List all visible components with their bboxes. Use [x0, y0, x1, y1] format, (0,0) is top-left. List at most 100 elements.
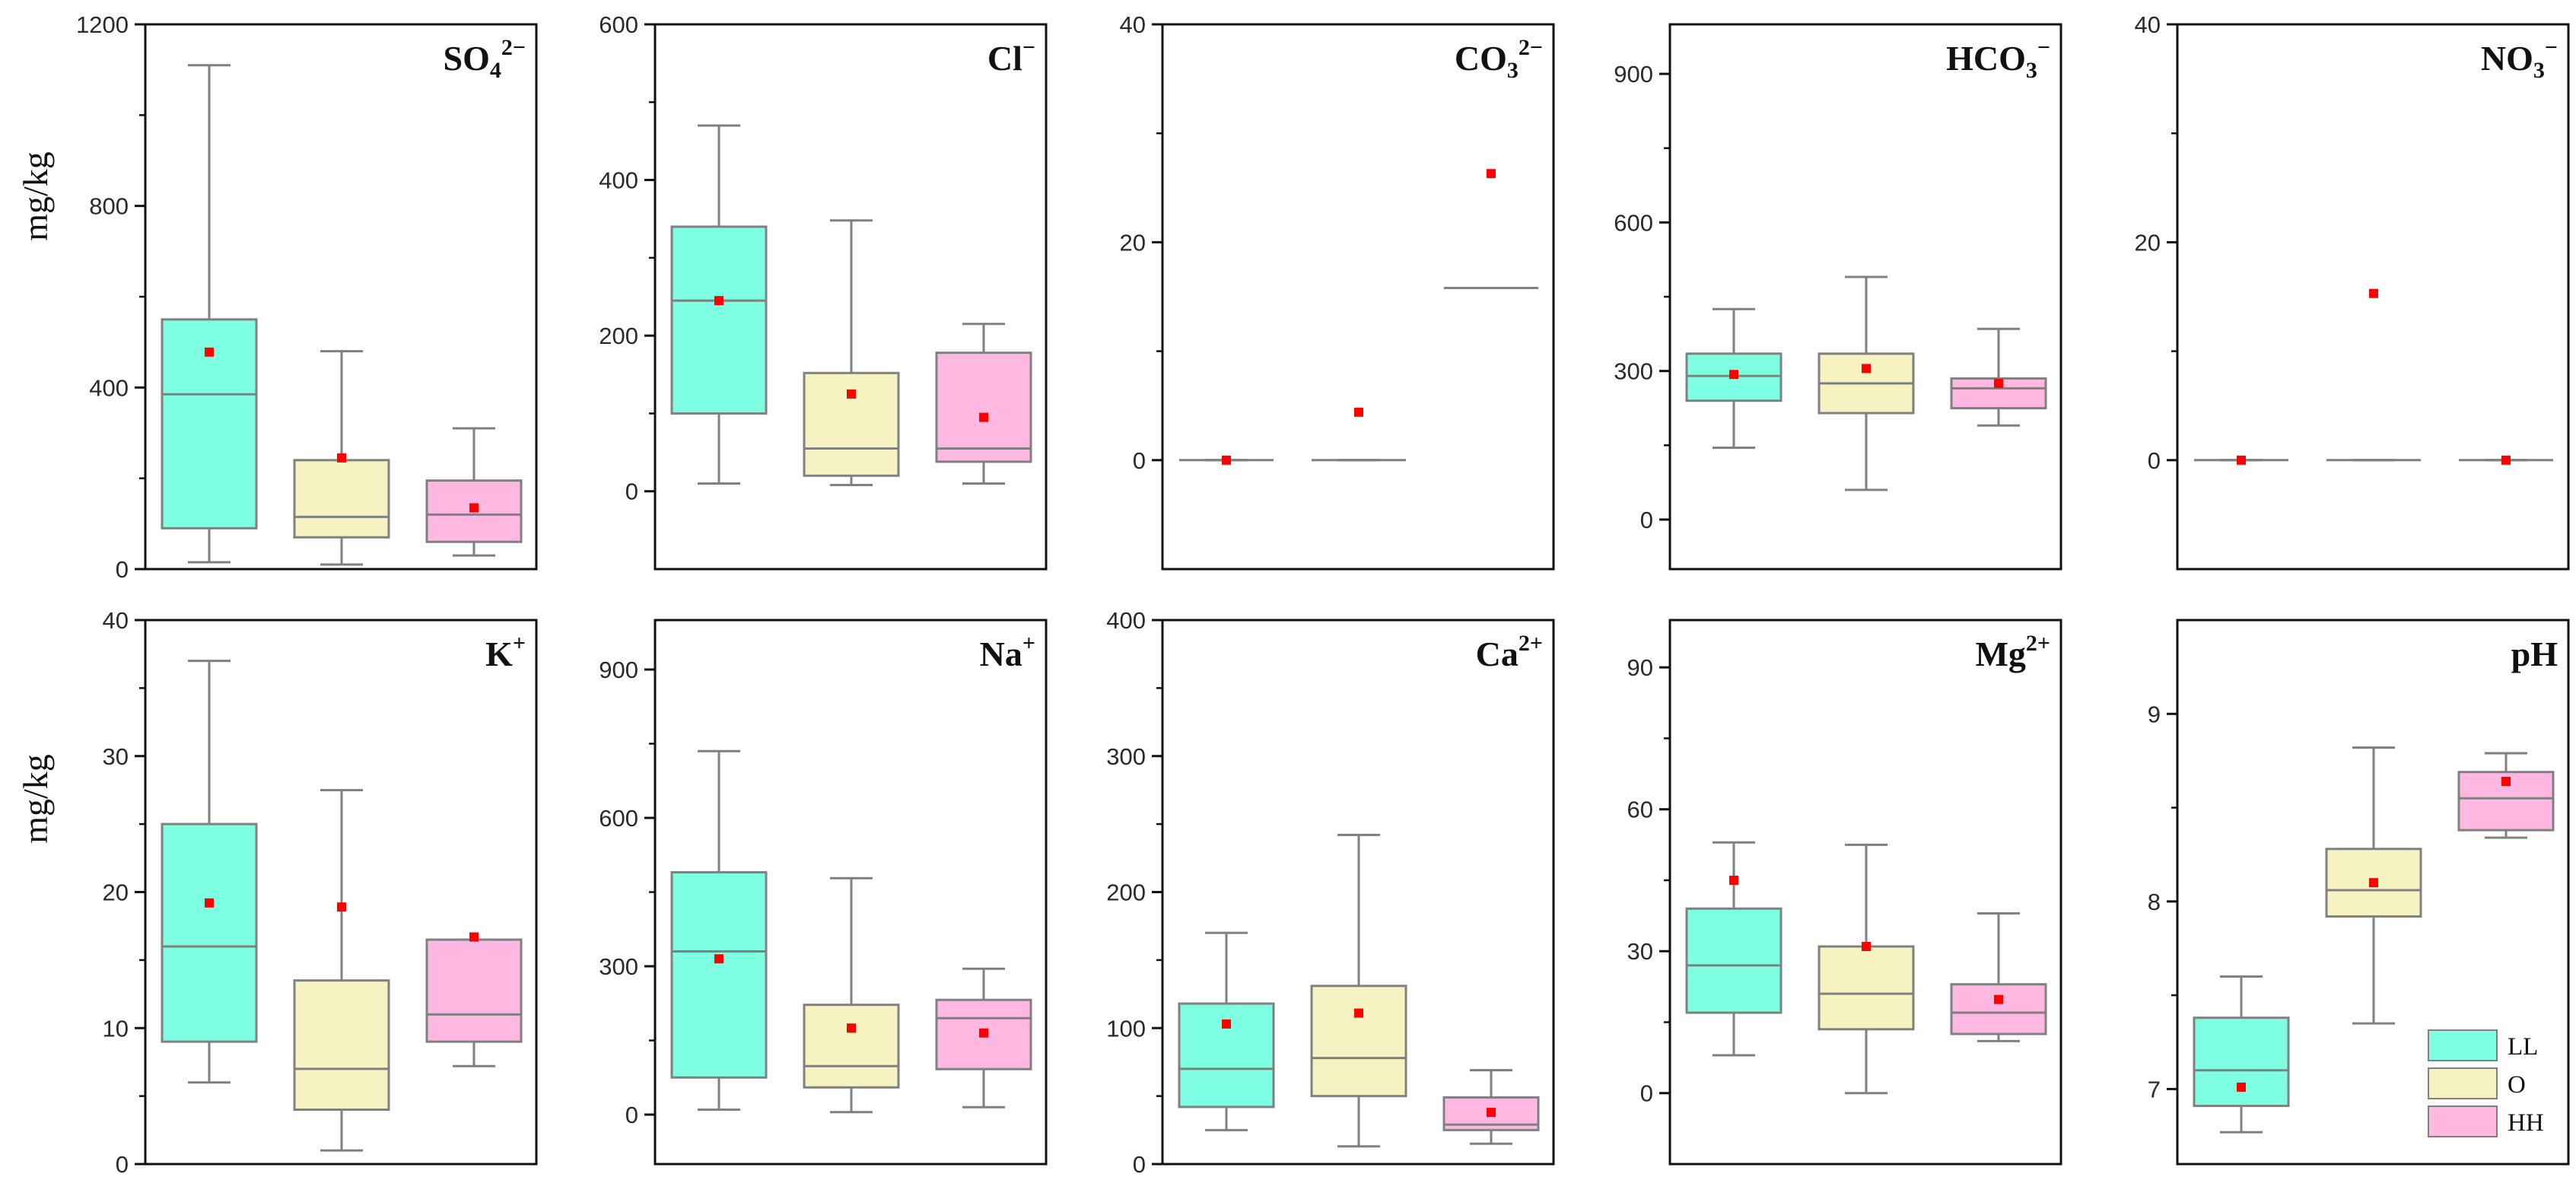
- y-tick-label: 20: [1120, 229, 1146, 256]
- mean-marker: [2369, 878, 2378, 888]
- mean-marker: [2369, 288, 2378, 298]
- panel-1: 0 400 800 1200 SO42−: [76, 11, 538, 583]
- y-axis-label-top: mg/kg: [16, 151, 55, 241]
- y-tick-label: 30: [1627, 938, 1653, 965]
- y-tick-label: 400: [1106, 607, 1146, 634]
- y-tick-label: 20: [2135, 229, 2161, 256]
- box-HH: [1950, 327, 2047, 427]
- mean-marker: [1354, 1008, 1363, 1018]
- box-iqr: [1178, 1002, 1275, 1109]
- box-HH: [2459, 455, 2553, 465]
- box-HH: [2457, 752, 2555, 839]
- panel-7: 0 300 600 900 Na+: [599, 619, 1048, 1166]
- mean-marker: [979, 1028, 988, 1038]
- box-LL: [1178, 931, 1275, 1131]
- mean-marker: [1222, 1019, 1231, 1029]
- y-tick-label: 100: [1106, 1015, 1146, 1042]
- box-LL: [161, 64, 258, 564]
- panel-9: 0 30 60 90 Mg2+: [1627, 619, 2062, 1166]
- y-tick-label: 60: [1627, 797, 1653, 823]
- y-tick-label: 300: [1106, 743, 1146, 770]
- mean-marker: [1994, 994, 2003, 1004]
- box-O: [1818, 275, 1915, 491]
- box-O: [2326, 288, 2421, 462]
- y-tick-label: 900: [599, 657, 638, 683]
- mean-marker: [1994, 378, 2003, 388]
- mean-marker: [2237, 1082, 2246, 1092]
- box-iqr: [2193, 1016, 2290, 1108]
- y-tick-label: 600: [599, 805, 638, 832]
- box-HH: [1444, 169, 1538, 290]
- y-tick-label: 200: [1106, 880, 1146, 906]
- mean-marker: [205, 347, 214, 357]
- y-tick-label: 40: [103, 607, 129, 634]
- y-axis-label-bottom: mg/kg: [16, 754, 55, 844]
- box-iqr: [670, 871, 768, 1079]
- panel-title: K+: [485, 631, 526, 673]
- box-iqr: [1310, 985, 1407, 1098]
- box-iqr: [293, 979, 390, 1111]
- y-tick-label: 0: [116, 556, 129, 583]
- box-iqr: [161, 822, 258, 1043]
- box-iqr: [1818, 945, 1915, 1031]
- box-iqr: [803, 371, 900, 477]
- y-tick-label: 300: [599, 953, 638, 980]
- box-O: [2325, 746, 2422, 1025]
- mean-marker: [1222, 455, 1231, 465]
- y-tick-label: 0: [625, 479, 638, 505]
- y-tick-label: 900: [1614, 61, 1653, 87]
- mean-marker: [1862, 942, 1871, 951]
- box-LL: [1179, 455, 1274, 465]
- box-O: [293, 788, 390, 1152]
- y-tick-label: 800: [89, 193, 129, 220]
- box-HH: [1950, 911, 2047, 1042]
- mean-marker: [1354, 407, 1363, 417]
- mean-marker: [337, 902, 346, 912]
- mean-marker: [2237, 455, 2246, 465]
- mean-marker: [1487, 1108, 1496, 1118]
- y-tick-label: 600: [1614, 209, 1653, 236]
- panel-title: pH: [2511, 635, 2559, 673]
- box-LL: [2193, 975, 2290, 1134]
- legend-label-HH: HH: [2508, 1109, 2544, 1137]
- y-tick-label: 90: [1627, 654, 1653, 681]
- y-tick-label: 1200: [76, 11, 129, 38]
- y-tick-label: 8: [2148, 889, 2161, 915]
- panel-8: 0 100 200 300 400 Ca2+: [1106, 607, 1555, 1177]
- box-O: [803, 219, 900, 487]
- box-iqr: [1950, 983, 2047, 1035]
- box-iqr: [935, 352, 1032, 463]
- box-HH: [425, 427, 523, 557]
- mean-marker: [205, 898, 214, 908]
- box-O: [1818, 843, 1915, 1095]
- legend-label-LL: LL: [2508, 1033, 2538, 1061]
- panels: 04008001200SO42−0200400600Cl−02040CO32−0…: [76, 11, 2570, 1177]
- mean-marker: [714, 954, 724, 964]
- panel-title: CO32−: [1455, 35, 1543, 83]
- panel-title: Cl−: [987, 35, 1035, 78]
- panel-3: 0 20 40 CO32−: [1120, 11, 1555, 571]
- box-O: [1310, 833, 1407, 1148]
- mean-marker: [1862, 364, 1871, 374]
- y-tick-label: 600: [599, 11, 638, 38]
- y-tick-label: 10: [103, 1015, 129, 1042]
- legend-swatch-HH: [2428, 1105, 2498, 1137]
- box-iqr: [1685, 907, 1783, 1014]
- box-LL: [2194, 455, 2288, 465]
- mean-marker: [1729, 370, 1738, 380]
- mean-marker: [847, 1023, 856, 1033]
- y-tick-label: 200: [599, 323, 638, 349]
- box-O: [803, 876, 900, 1114]
- panel-frame: [654, 23, 1048, 571]
- y-tick-label: 0: [1133, 447, 1146, 474]
- y-tick-label: 0: [1640, 1080, 1653, 1107]
- panel-title: Na+: [980, 631, 1035, 673]
- y-tick-label: 20: [103, 880, 129, 906]
- legend-swatch-LL: [2428, 1029, 2498, 1061]
- box-LL: [1685, 307, 1783, 450]
- panel-5: 0 20 40 NO3−: [2135, 11, 2570, 571]
- y-tick-label: 400: [89, 374, 129, 401]
- y-tick-label: 0: [1133, 1151, 1146, 1177]
- box-iqr: [1950, 377, 2047, 409]
